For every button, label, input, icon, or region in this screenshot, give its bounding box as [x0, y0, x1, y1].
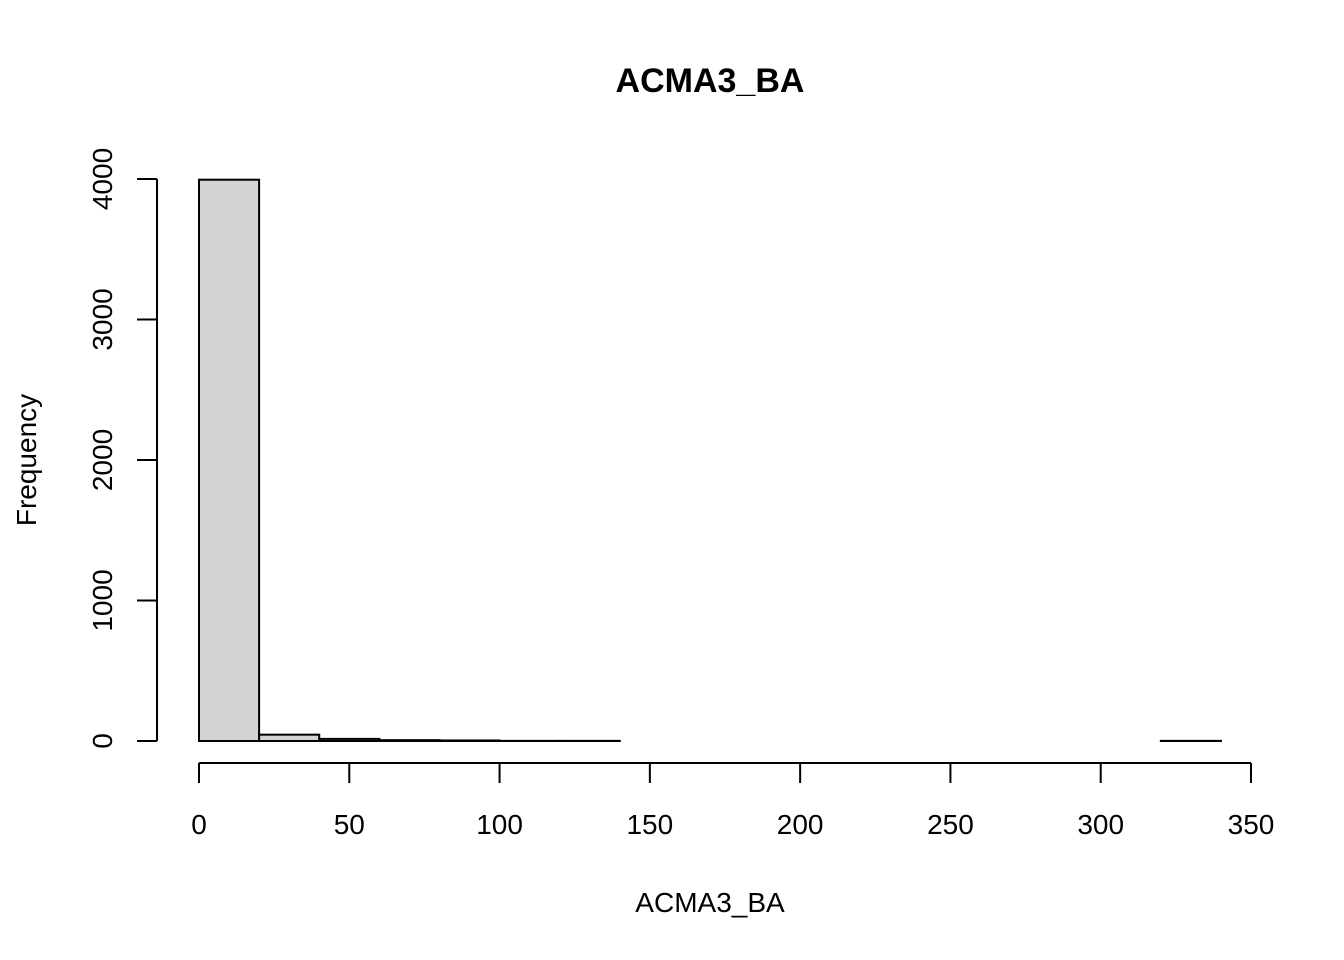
- x-tick-label: 0: [191, 809, 207, 840]
- x-tick-label: 300: [1077, 809, 1124, 840]
- y-tick-label: 0: [87, 733, 118, 749]
- histogram-bar: [378, 739, 441, 742]
- x-axis-label: ACMA3_BA: [635, 887, 785, 918]
- y-axis-label: Frequency: [11, 394, 42, 526]
- y-tick-label: 3000: [87, 288, 118, 350]
- y-axis: 0 1000 2000 3000 4000: [87, 148, 158, 749]
- y-tick-label: 2000: [87, 429, 118, 491]
- y-tick-label: 1000: [87, 569, 118, 631]
- histogram-bar: [318, 737, 381, 743]
- x-tick-label: 200: [777, 809, 824, 840]
- x-tick-label: 100: [476, 809, 523, 840]
- histogram-bar: [258, 733, 321, 742]
- histogram-bar: [198, 178, 261, 742]
- x-tick-label: 250: [927, 809, 974, 840]
- y-tick-label: 4000: [87, 148, 118, 210]
- histogram-bar: [438, 739, 501, 742]
- x-tick-label: 50: [334, 809, 365, 840]
- chart-title: ACMA3_BA: [616, 62, 805, 100]
- x-tick-label: 350: [1228, 809, 1275, 840]
- x-axis: 0 50 100 150 200 250 300 350: [191, 762, 1275, 840]
- histogram-bars: [198, 178, 1222, 743]
- x-tick-label: 150: [626, 809, 673, 840]
